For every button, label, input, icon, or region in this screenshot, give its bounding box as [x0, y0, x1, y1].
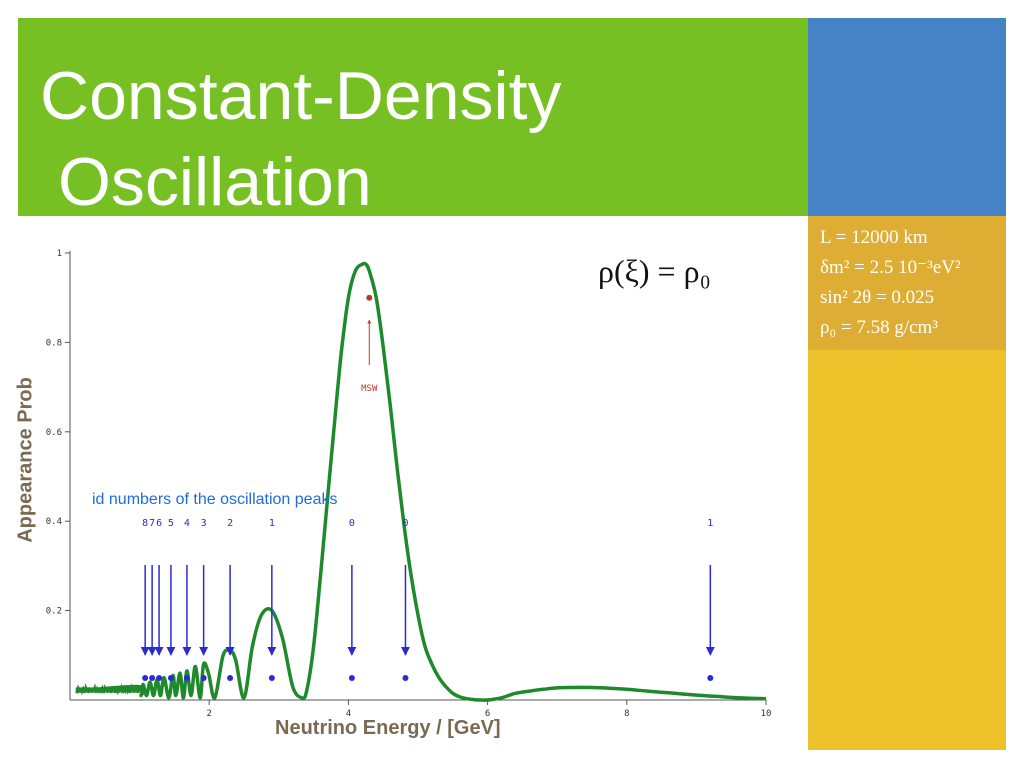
peak-dot: [707, 675, 714, 681]
x-tick-label: 4: [346, 709, 351, 719]
param-mass-splitting: δm² = 2.5 10⁻³eV²: [820, 257, 961, 278]
peak-id-label: 7: [149, 518, 155, 529]
slide-title-line2: Oscillation: [58, 144, 372, 220]
title-band: Constant-Density Oscillation: [18, 18, 808, 216]
yellow-decor-block: [808, 350, 1006, 750]
peak-dot: [402, 675, 409, 681]
x-tick-label: 6: [485, 709, 490, 719]
peak-id-label: 3: [201, 518, 207, 529]
peak-id-annotation: id numbers of the oscillation peaks: [92, 491, 338, 508]
peak-dot: [142, 675, 149, 681]
param-density: ρ₀ = 7.58 g/cm³: [820, 317, 939, 338]
x-axis-label: Neutrino Energy / [GeV]: [275, 717, 501, 739]
peak-dot: [156, 675, 163, 681]
peak-id-label: 6: [156, 518, 162, 529]
msw-label: MSW: [361, 384, 378, 394]
x-tick-label: 10: [761, 709, 772, 719]
peak-id-label: 5: [168, 518, 174, 529]
peak-dot: [348, 675, 355, 681]
peak-dot: [200, 675, 207, 681]
x-tick-label: 8: [624, 709, 629, 719]
y-tick-label: 0.2: [46, 607, 62, 617]
msw-point: [366, 294, 373, 301]
peak-id-label: 8: [142, 518, 148, 529]
param-baseline: L = 12000 km: [820, 227, 928, 248]
peak-dot: [149, 675, 156, 681]
appearance-probability-line: [76, 261, 767, 702]
peak-dot: [167, 675, 174, 681]
peak-id-label: 0: [349, 518, 355, 529]
parameters-box: L = 12000 km δm² = 2.5 10⁻³eV² sin² 2θ =…: [808, 216, 1006, 350]
x-tick-label: 2: [206, 709, 211, 719]
peak-dot: [183, 675, 190, 681]
density-formula: ρ(ξ) = ρ₀: [598, 253, 711, 289]
peak-id-label: 1: [269, 518, 275, 529]
y-tick-label: 0.6: [46, 428, 62, 438]
param-mixing-angle: sin² 2θ = 0.025: [820, 287, 935, 308]
peak-id-label: 4: [184, 518, 190, 529]
y-tick-label: 1: [57, 249, 62, 259]
peak-id-label: 1: [707, 518, 713, 529]
blue-decor-block: [808, 18, 1006, 216]
slide-title-line1: Constant-Density: [40, 58, 562, 134]
y-axis-label: Appearance Prob: [14, 377, 37, 543]
peak-id-label: 0: [402, 518, 408, 529]
peak-dot: [227, 675, 234, 681]
y-tick-label: 0.4: [46, 517, 62, 527]
peak-id-label: 2: [227, 518, 233, 529]
peak-dot: [268, 675, 275, 681]
y-tick-label: 0.8: [46, 338, 62, 348]
